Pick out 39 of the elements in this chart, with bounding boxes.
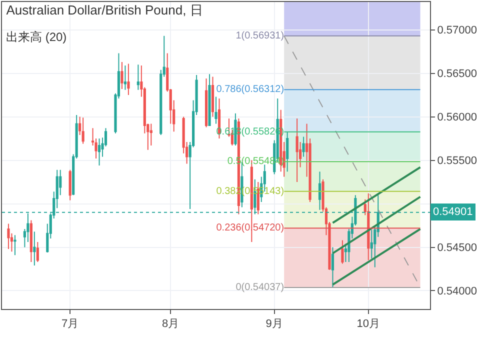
x-tick-label: 9月 bbox=[266, 318, 283, 330]
candlestick bbox=[211, 76, 214, 118]
candlestick bbox=[150, 123, 152, 146]
candlestick bbox=[7, 223, 10, 250]
candlestick bbox=[14, 234, 16, 256]
chart-title: Australian Dollar/British Pound, 日 bbox=[6, 2, 203, 18]
candlestick bbox=[208, 74, 211, 126]
candlestick bbox=[127, 63, 130, 96]
ref-line-label: 1(0.56931) bbox=[236, 30, 284, 42]
candlestick bbox=[136, 64, 140, 90]
x-tick-label: 7月 bbox=[62, 318, 79, 330]
candlestick bbox=[204, 78, 208, 128]
candlestick bbox=[33, 231, 36, 266]
candlestick bbox=[82, 117, 84, 144]
ref-line-label: 0(0.54037) bbox=[236, 282, 284, 294]
candlestick bbox=[120, 62, 124, 90]
y-tick-label: 0.55500 bbox=[437, 155, 477, 168]
text: 出来高 (20) bbox=[6, 30, 67, 44]
candlestick bbox=[214, 96, 218, 124]
candlestick bbox=[331, 246, 334, 288]
candlestick bbox=[318, 171, 322, 210]
y-tick-label: 0.56000 bbox=[437, 112, 477, 124]
x-tick-label: 10月 bbox=[356, 318, 380, 330]
x-tick-label: 8月 bbox=[162, 318, 180, 330]
y-tick-label: 0.54500 bbox=[437, 242, 477, 254]
candlestick bbox=[30, 220, 32, 263]
candlestick bbox=[341, 240, 344, 264]
y-tick-label: 0.56500 bbox=[437, 68, 477, 80]
candlestick bbox=[36, 242, 39, 263]
y-tick-label: 0.54000 bbox=[437, 286, 477, 298]
candlestick bbox=[296, 118, 298, 183]
y-tick-label: 0.57000 bbox=[437, 24, 477, 37]
ref-line-label: 0.786(0.56312) bbox=[216, 84, 284, 96]
ref-line-label: 0.54901 bbox=[433, 206, 473, 218]
candlestick bbox=[286, 131, 289, 172]
candlestick bbox=[68, 169, 72, 201]
candlestick bbox=[124, 64, 127, 90]
candlestick bbox=[98, 138, 101, 166]
candlestick bbox=[302, 136, 305, 158]
